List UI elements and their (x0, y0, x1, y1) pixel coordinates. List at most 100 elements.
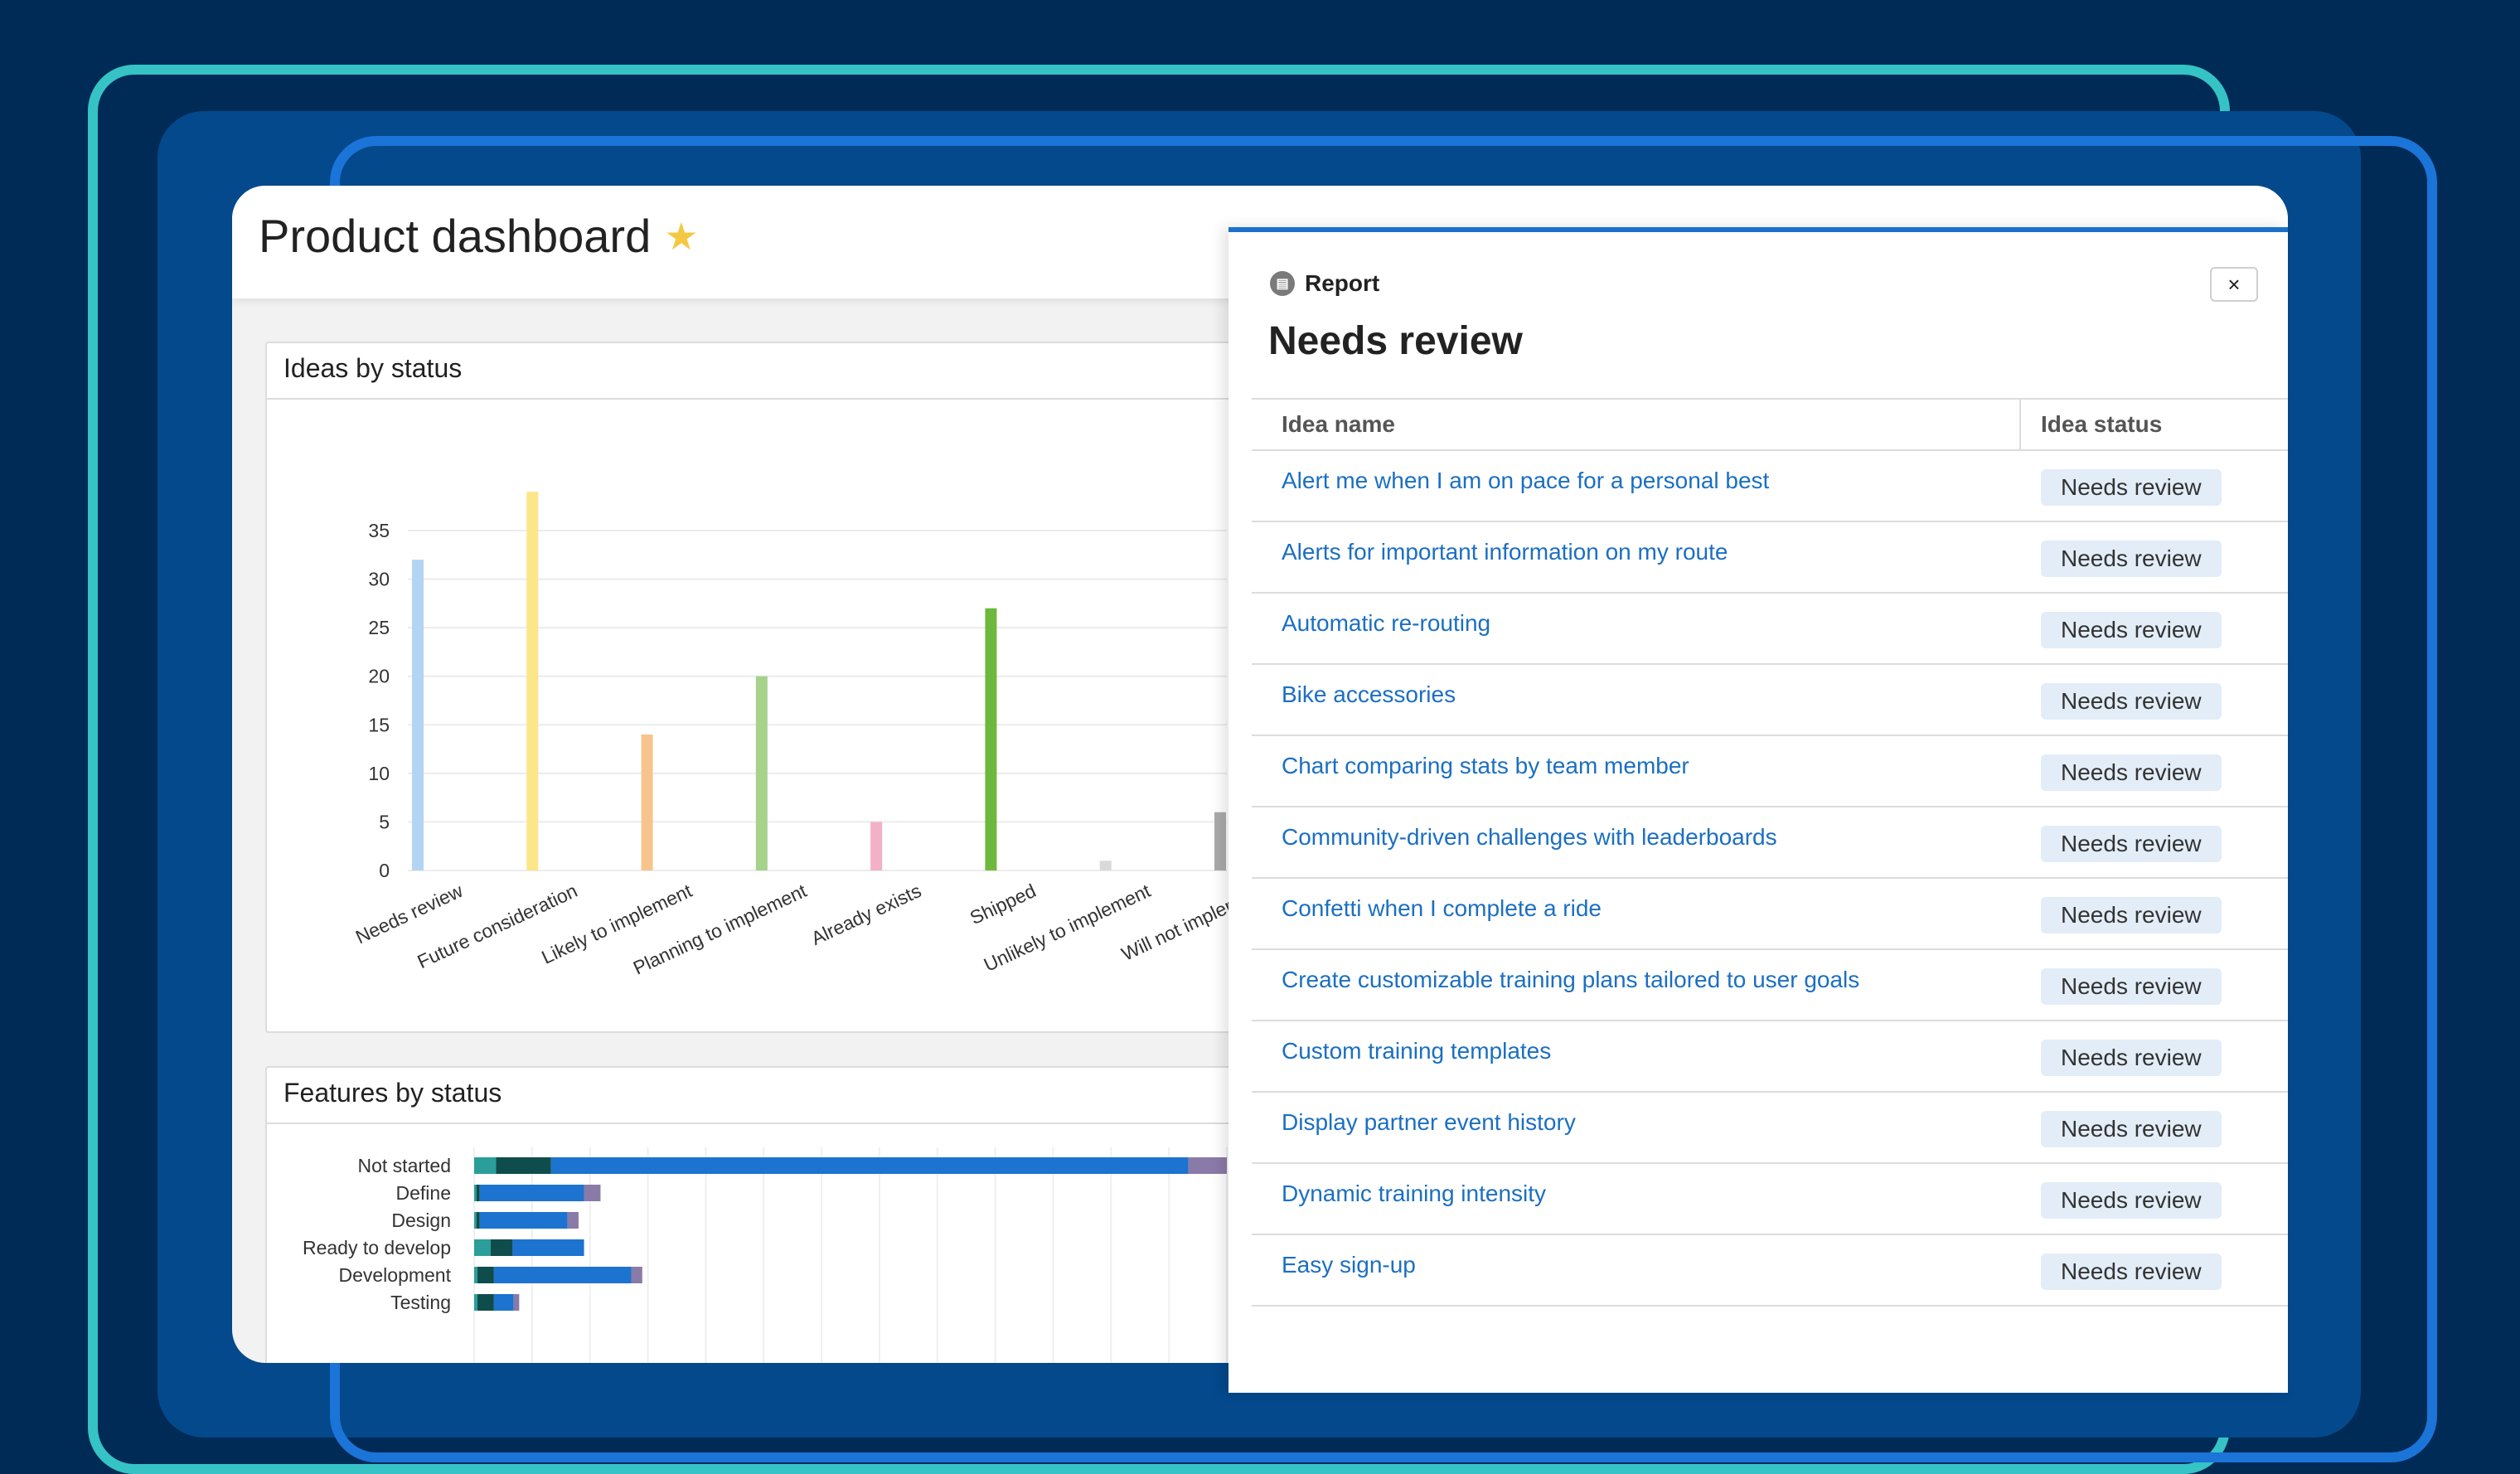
column-header-idea-name[interactable]: Idea name (1252, 400, 2021, 449)
stacked-bar-segment[interactable] (631, 1267, 642, 1283)
star-icon[interactable]: ★ (664, 214, 699, 258)
idea-name-link[interactable]: Easy sign-up (1282, 1252, 1416, 1278)
table-row[interactable]: Confetti when I complete a ride Needs rev… (1252, 879, 2288, 950)
idea-status-cell: Needs review (2021, 451, 2222, 521)
bar[interactable] (1214, 812, 1226, 870)
stacked-bar-segment[interactable] (474, 1185, 477, 1201)
table-row[interactable]: Create customizable training plans tailo… (1252, 950, 2288, 1021)
y-category-label: Design (391, 1210, 451, 1231)
idea-name-link[interactable]: Automatic re-routing (1282, 610, 1491, 636)
bar[interactable] (870, 822, 883, 870)
x-category-label: Already exists (808, 880, 925, 949)
idea-name-link[interactable]: Alert me when I am on pace for a persona… (1282, 468, 1770, 493)
table-body: Alert me when I am on pace for a persona… (1252, 451, 2288, 1307)
features-stacked-bar-chart: Not started Define Design Ready to develop D… (303, 1147, 1228, 1363)
stacked-bar-segment[interactable] (476, 1185, 480, 1201)
stacked-bar-segment[interactable] (474, 1157, 497, 1174)
bar[interactable] (641, 735, 653, 870)
y-category-label: Not started (358, 1155, 452, 1176)
stacked-bar-segment[interactable] (513, 1294, 520, 1311)
idea-status-cell: Needs review (2021, 736, 2222, 806)
stacked-bar-segment[interactable] (479, 1212, 568, 1229)
stacked-bar-segment[interactable] (1188, 1157, 1227, 1174)
y-category-label: Define (396, 1182, 451, 1204)
status-badge: Needs review (2041, 1040, 2222, 1076)
y-tick-label: 30 (368, 569, 390, 590)
y-tick-label: 20 (368, 666, 390, 687)
idea-name-link[interactable]: Bike accessories (1282, 681, 1456, 707)
table-row[interactable]: Automatic re-routing Needs review (1252, 594, 2288, 665)
status-badge: Needs review (2041, 1182, 2222, 1219)
idea-status-cell: Needs review (2021, 1093, 2222, 1162)
stacked-bar-segment[interactable] (493, 1294, 514, 1311)
idea-name-link[interactable]: Display partner event history (1282, 1109, 1576, 1135)
table-header: Idea name Idea status (1252, 398, 2288, 451)
idea-status-cell: Needs review (2021, 879, 2222, 948)
table-row[interactable]: Bike accessories Needs review (1252, 665, 2288, 736)
card-title: Ideas by status (284, 353, 463, 383)
bar[interactable] (1099, 861, 1112, 870)
status-badge: Needs review (2041, 469, 2222, 506)
stacked-bar-segment[interactable] (479, 1185, 584, 1201)
status-badge: Needs review (2041, 897, 2222, 933)
x-category-label: Shipped (967, 880, 1040, 929)
close-icon: × (2227, 271, 2241, 297)
table-row[interactable]: Custom training templates Needs review (1252, 1021, 2288, 1093)
idea-status-cell: Needs review (2021, 1021, 2222, 1091)
bar[interactable] (755, 676, 768, 870)
idea-name-link[interactable]: Community-driven challenges with leaderb… (1282, 824, 1777, 850)
status-badge: Needs review (2041, 1111, 2222, 1147)
status-badge: Needs review (2041, 683, 2222, 720)
stacked-bar-segment[interactable] (493, 1267, 632, 1283)
stacked-bar-segment[interactable] (477, 1267, 494, 1283)
table-row[interactable]: Alerts for important information on my r… (1252, 522, 2288, 594)
idea-status-cell: Needs review (2021, 807, 2222, 877)
table-row[interactable]: Easy sign-up Needs review (1252, 1235, 2288, 1307)
stacked-bar-segment[interactable] (474, 1294, 477, 1311)
bar[interactable] (526, 492, 539, 870)
stacked-bar-segment[interactable] (474, 1267, 477, 1283)
card-divider (267, 398, 1262, 400)
idea-name-link[interactable]: Confetti when I complete a ride (1282, 895, 1602, 921)
table-row[interactable]: Chart comparing stats by team member Need… (1252, 736, 2288, 807)
idea-name-link[interactable]: Chart comparing stats by team member (1282, 753, 1689, 778)
status-badge: Needs review (2041, 754, 2222, 791)
stacked-bar-segment[interactable] (496, 1157, 551, 1174)
status-badge: Needs review (2041, 1253, 2222, 1290)
stacked-bar-segment[interactable] (567, 1212, 579, 1229)
status-badge: Needs review (2041, 826, 2222, 862)
idea-name-link[interactable]: Create customizable training plans tailo… (1282, 967, 1860, 992)
stacked-bar-segment[interactable] (490, 1239, 513, 1256)
y-tick-label: 25 (368, 617, 390, 638)
idea-name-link[interactable]: Dynamic training intensity (1282, 1181, 1547, 1206)
close-button[interactable]: × (2210, 267, 2258, 302)
idea-name-link[interactable]: Custom training templates (1282, 1038, 1552, 1064)
y-tick-label: 0 (379, 860, 390, 881)
stacked-bar-segment[interactable] (476, 1212, 480, 1229)
stacked-bar-segment[interactable] (474, 1239, 491, 1256)
dashboard-title-text: Product dashboard (259, 210, 652, 262)
bar[interactable] (412, 560, 424, 870)
stacked-bar-segment[interactable] (550, 1157, 1189, 1174)
table-row[interactable]: Community-driven challenges with leaderb… (1252, 807, 2288, 879)
stacked-bar-segment[interactable] (512, 1239, 584, 1256)
y-tick-label: 35 (368, 520, 390, 541)
status-badge: Needs review (2041, 968, 2222, 1005)
column-header-idea-status[interactable]: Idea status (2041, 411, 2163, 437)
idea-name-link[interactable]: Alerts for important information on my r… (1282, 539, 1728, 565)
card-title: Features by status (284, 1078, 502, 1108)
y-tick-label: 5 (379, 811, 390, 832)
y-category-label: Development (338, 1264, 451, 1286)
table-row[interactable]: Dynamic training intensity Needs review (1252, 1164, 2288, 1235)
idea-status-cell: Needs review (2021, 950, 2222, 1020)
status-badge: Needs review (2041, 612, 2222, 648)
table-row[interactable]: Alert me when I am on pace for a persona… (1252, 451, 2288, 522)
status-badge: Needs review (2041, 541, 2222, 577)
stacked-bar-segment[interactable] (474, 1212, 477, 1229)
report-table: Idea name Idea status Alert me when I am… (1252, 398, 2288, 1307)
table-row[interactable]: Display partner event history Needs revie… (1252, 1093, 2288, 1164)
report-tag: ▤ Report (1270, 270, 1379, 297)
stacked-bar-segment[interactable] (584, 1185, 601, 1201)
bar[interactable] (985, 608, 997, 870)
stacked-bar-segment[interactable] (477, 1294, 494, 1311)
